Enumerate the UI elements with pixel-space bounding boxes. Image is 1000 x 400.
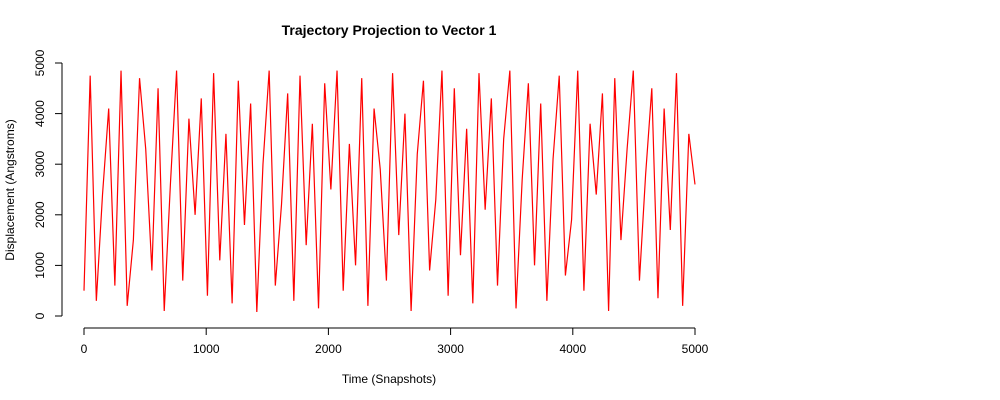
y-tick-label: 2000 bbox=[33, 201, 47, 228]
y-tick-label: 0 bbox=[33, 312, 47, 319]
x-tick-label: 2000 bbox=[315, 342, 342, 356]
x-tick-label: 3000 bbox=[437, 342, 464, 356]
x-tick-label: 0 bbox=[81, 342, 88, 356]
x-tick-label: 4000 bbox=[559, 342, 586, 356]
y-tick-label: 1000 bbox=[33, 252, 47, 279]
plot-area bbox=[83, 70, 696, 312]
chart-title: Trajectory Projection to Vector 1 bbox=[282, 22, 497, 38]
y-tick-label: 4000 bbox=[33, 100, 47, 127]
x-tick-label: 5000 bbox=[682, 342, 709, 356]
y-axis-ticks: 0 1000 2000 3000 4000 5000 bbox=[33, 49, 62, 319]
y-axis-label: Displacement (Angstroms) bbox=[3, 119, 17, 260]
x-tick-label: 1000 bbox=[193, 342, 220, 356]
x-axis-ticks: 0 1000 2000 3000 4000 5000 bbox=[81, 328, 709, 356]
y-tick-label: 5000 bbox=[33, 49, 47, 76]
series-line bbox=[83, 70, 696, 312]
y-tick-label: 3000 bbox=[33, 151, 47, 178]
x-axis-label: Time (Snapshots) bbox=[342, 372, 436, 386]
